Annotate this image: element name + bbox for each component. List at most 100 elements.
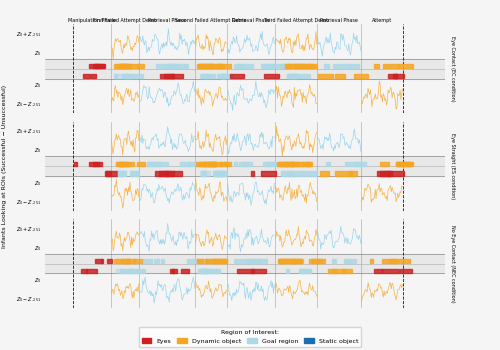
Bar [196,161,207,166]
Bar [223,74,234,78]
Bar [290,161,295,166]
Bar [388,64,399,68]
Bar [205,74,215,78]
Bar [116,64,130,68]
Bar [204,64,214,68]
Bar [124,161,128,166]
Text: $Z_0+Z_{.251}$: $Z_0+Z_{.251}$ [16,30,41,39]
Bar [248,259,260,263]
Bar [45,59,445,79]
Text: $Z_0$: $Z_0$ [34,49,41,58]
Bar [83,74,90,78]
Bar [262,171,276,176]
Text: Third Failed Attempt Demo: Third Failed Attempt Demo [263,18,329,23]
Bar [198,64,209,68]
Bar [224,259,228,263]
Bar [374,269,382,273]
Bar [302,64,314,68]
Bar [394,74,404,78]
Bar [167,64,176,68]
Bar [264,161,276,166]
Text: $Z_0-Z_{.251}$: $Z_0-Z_{.251}$ [16,100,41,110]
Bar [217,74,230,78]
Bar [290,161,294,166]
Bar [132,74,143,78]
Bar [318,74,334,78]
Bar [208,161,216,166]
Bar [400,269,412,273]
Bar [180,269,190,273]
Text: Retrieval Phase: Retrieval Phase [232,18,270,23]
Bar [206,259,208,263]
Bar [200,74,210,78]
Bar [333,64,350,68]
Bar [82,269,87,273]
Bar [45,254,445,273]
Bar [142,259,152,263]
Bar [304,269,311,273]
Bar [346,259,349,263]
Bar [278,259,285,263]
Bar [213,171,224,176]
Bar [106,171,111,176]
Bar [224,161,231,166]
Bar [45,156,445,176]
Bar [280,161,303,166]
Bar [198,259,200,263]
Bar [264,74,280,78]
Bar [290,259,302,263]
Text: $Z_0+Z_{.251}$: $Z_0+Z_{.251}$ [16,127,41,136]
Bar [218,64,224,68]
Bar [198,259,203,263]
Bar [355,161,366,166]
Bar [332,259,336,263]
Bar [214,259,217,263]
Bar [396,161,413,166]
Bar [88,64,99,68]
Bar [101,259,102,263]
Bar [170,269,173,273]
Bar [188,161,200,166]
Bar [130,161,134,166]
Bar [328,269,336,273]
Bar [217,64,219,68]
Bar [270,64,289,68]
Bar [288,74,299,78]
Bar [382,269,398,273]
Bar [154,259,158,263]
Bar [258,259,267,263]
Bar [122,74,126,78]
Bar [167,64,185,68]
Bar [118,161,126,166]
Bar [114,259,124,263]
Text: No Eye Contact (NEC condition): No Eye Contact (NEC condition) [450,225,455,302]
Bar [123,171,126,176]
Bar [160,74,174,78]
Bar [284,161,298,166]
Bar [89,161,102,166]
Bar [208,161,216,166]
Bar [349,171,356,176]
Bar [220,161,226,166]
Bar [388,171,404,176]
Bar [200,269,207,273]
Bar [136,269,145,273]
Bar [294,64,300,68]
Text: Eye Contact (EC condition): Eye Contact (EC condition) [450,36,455,102]
Bar [116,259,130,263]
Bar [127,259,128,263]
Bar [123,259,128,263]
Bar [118,171,122,176]
Bar [119,64,130,68]
Bar [302,171,316,176]
Bar [234,161,237,166]
Bar [306,161,311,166]
Bar [398,161,412,166]
Bar [198,269,207,273]
Bar [93,161,98,166]
Bar [285,64,291,68]
Bar [390,259,398,263]
Text: First Failed Attempt Demo: First Failed Attempt Demo [93,18,157,23]
Bar [280,259,303,263]
Bar [236,269,254,273]
